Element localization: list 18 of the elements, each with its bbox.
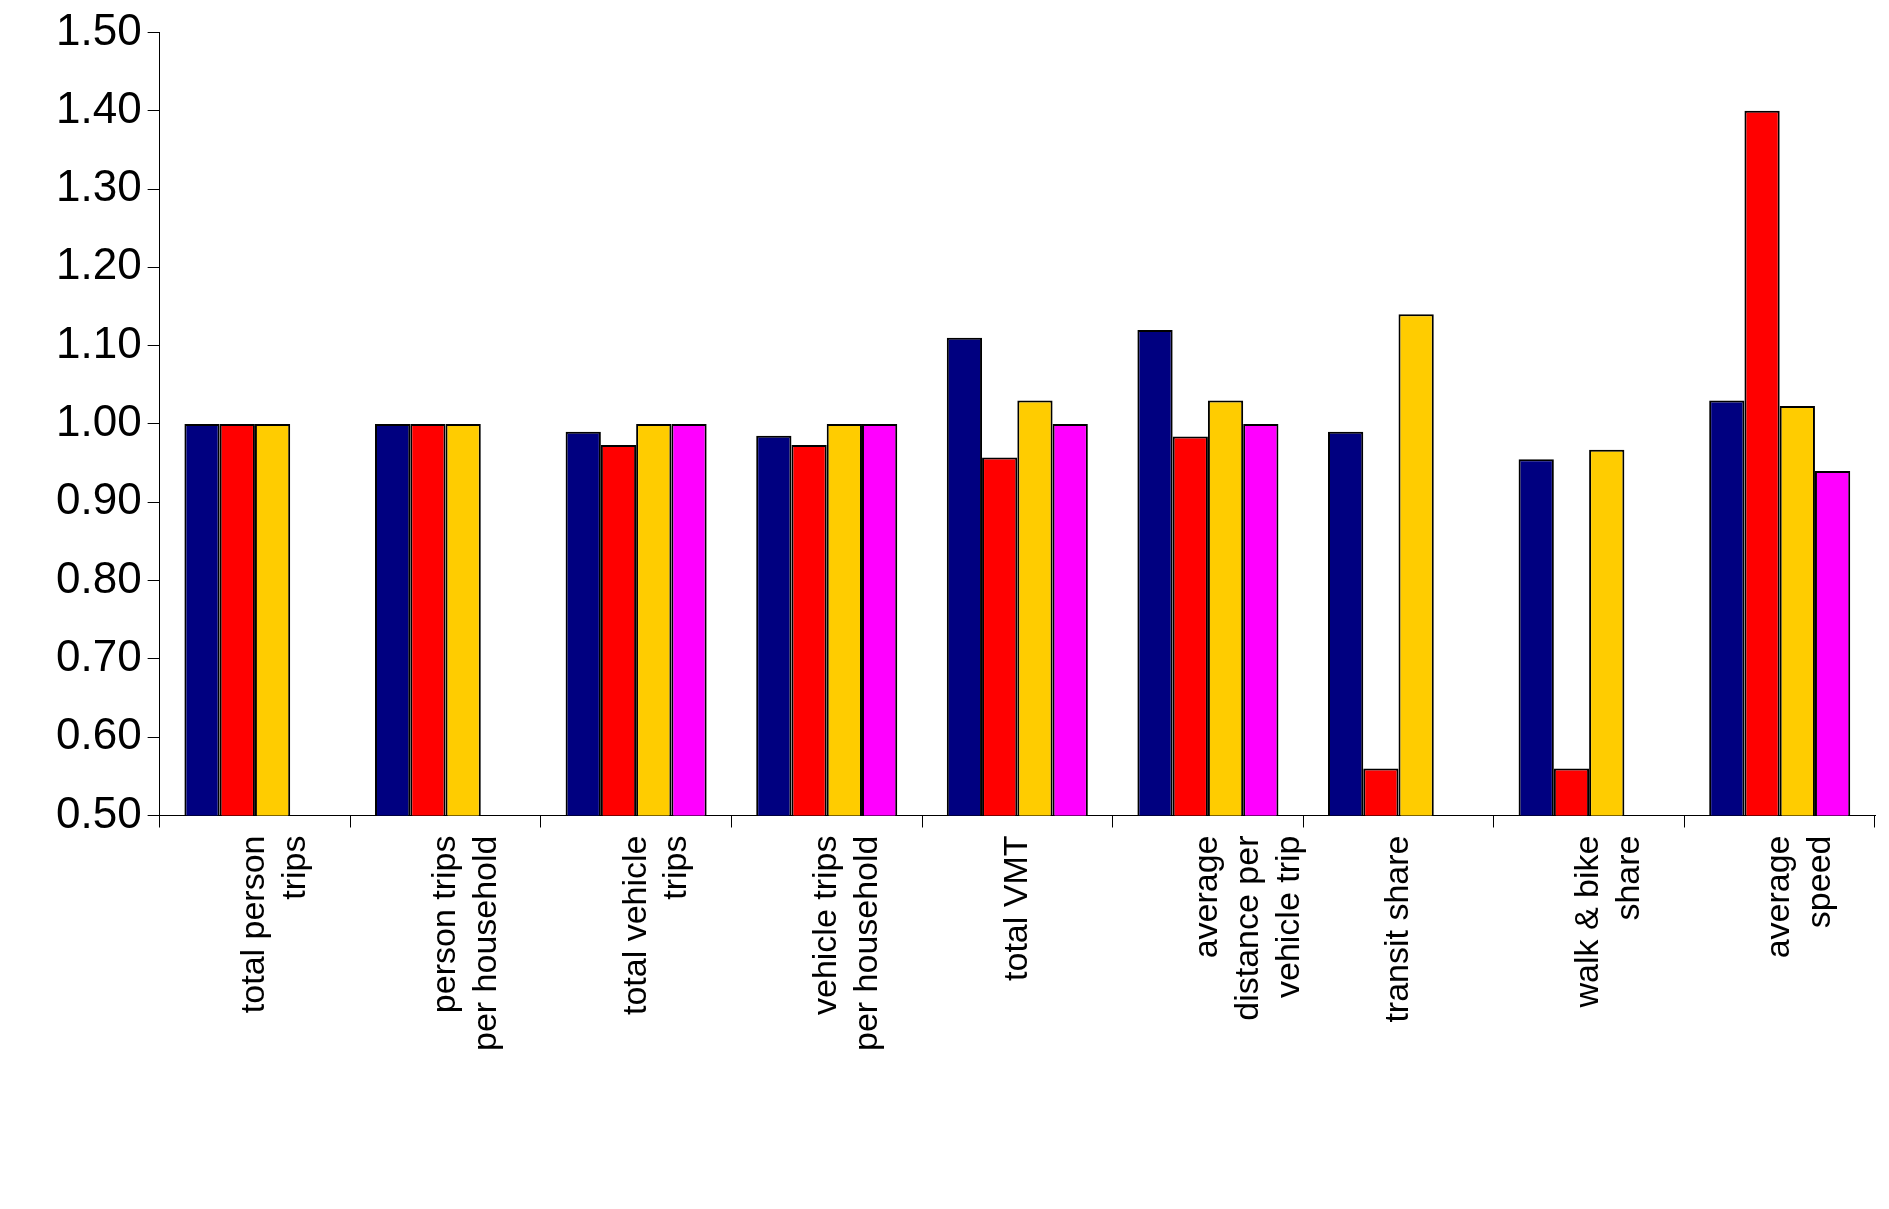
- y-tick-label: 0.50: [56, 787, 142, 837]
- y-tick-label: 0.90: [56, 474, 142, 524]
- y-tick-label: 1.50: [56, 4, 142, 54]
- x-tick-label: average speed: [1758, 835, 1837, 959]
- y-tick-label: 0.70: [56, 631, 142, 681]
- y-tick-label: 1.10: [56, 317, 142, 367]
- x-tick-label: total vehicle trips: [614, 835, 694, 1016]
- x-tick-label: transit share: [1376, 835, 1415, 1023]
- y-tick-label: 1.20: [56, 239, 142, 289]
- y-tick-label: 0.80: [56, 552, 142, 602]
- x-tick-label: average distance per vehicle trip: [1186, 835, 1306, 1021]
- y-tick-label: 1.30: [56, 161, 142, 211]
- y-tick-label: 1.40: [56, 82, 142, 132]
- x-tick-label: walk & bike share: [1567, 835, 1647, 1009]
- y-tick-label: 1.00: [56, 396, 142, 446]
- x-tick-label: total person trips: [233, 835, 313, 1014]
- x-tick-label: total VMT: [995, 835, 1034, 981]
- y-tick-label: 0.60: [56, 709, 142, 759]
